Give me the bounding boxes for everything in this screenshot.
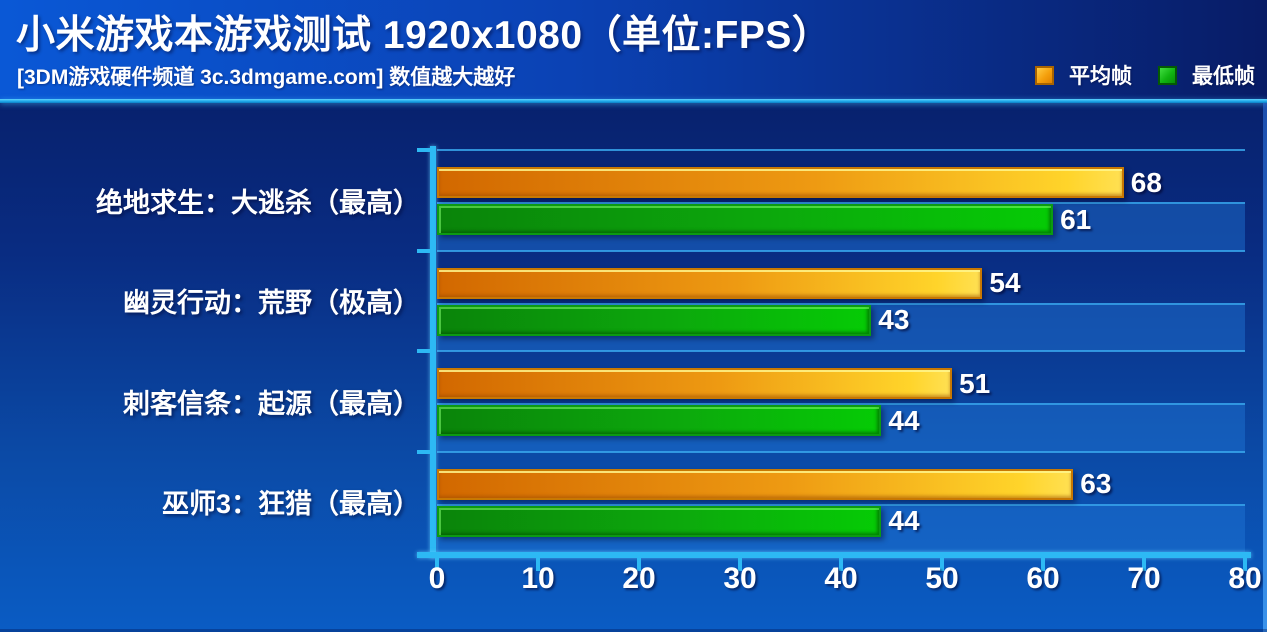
chart-title: 小米游戏本游戏测试 1920x1080（单位:FPS）	[16, 14, 832, 57]
x-axis-tick	[1142, 558, 1146, 571]
header-divider	[0, 99, 1267, 103]
chart-header: 小米游戏本游戏测试 1920x1080（单位:FPS） [3DM游戏硬件频道 3…	[0, 0, 1267, 99]
legend-swatch-minimum-fps-icon	[1158, 65, 1177, 85]
gridline-category-top	[437, 249, 1245, 252]
bar-average-fps: 68	[437, 167, 1162, 198]
bar-minimum-fps: 44	[437, 505, 920, 537]
bar-value-label: 63	[1080, 468, 1112, 499]
x-axis-tick-label: 0	[428, 562, 446, 595]
legend-swatch-average-fps-icon	[1035, 65, 1054, 85]
gridline-category-mid	[437, 503, 1245, 506]
x-axis-tick-label: 60	[1026, 562, 1060, 595]
category-row: 幽灵行动：荒野（极高）	[0, 251, 420, 352]
x-axis-tick-label: 30	[723, 562, 757, 595]
x-axis-tick	[1243, 558, 1247, 571]
y-axis-tick	[417, 449, 430, 454]
x-axis-tick	[940, 558, 944, 571]
bar-group: 51 44	[437, 350, 1245, 452]
y-axis-line	[430, 146, 436, 558]
bar-value-label: 43	[878, 304, 910, 335]
bar-average-fps: 51	[437, 368, 990, 399]
x-axis-tick-label: 80	[1228, 562, 1262, 595]
gridline-category-mid	[437, 202, 1245, 204]
right-edge-highlight	[1263, 103, 1267, 632]
category-labels: 绝地求生：大逃杀（最高） 幽灵行动：荒野（极高） 刺客信条：起源（最高） 巫师3：狂猎…	[0, 150, 420, 552]
category-row: 巫师3：狂猎（最高）	[0, 452, 420, 553]
legend-label-minimum-fps: 最低帧	[1192, 65, 1255, 88]
gridline-category-mid	[437, 403, 1245, 405]
bar-group: 54 43	[437, 249, 1245, 351]
bottom-edge-shade	[0, 629, 1267, 632]
category-row: 刺客信条：起源（最高）	[0, 351, 420, 452]
x-axis-tick	[435, 558, 439, 571]
category-row: 绝地求生：大逃杀（最高）	[0, 150, 420, 251]
chart-subtitle: [3DM游戏硬件频道 3c.3dmgame.com] 数值越大越好	[17, 66, 516, 89]
category-label: 幽灵行动：荒野（极高）	[123, 288, 420, 319]
category-label: 巫师3：狂猎（最高）	[161, 489, 420, 520]
gridline-category-top	[437, 149, 1245, 151]
bar-group: 63 44	[437, 450, 1245, 552]
x-axis-tick-label: 20	[622, 562, 656, 595]
x-axis-ticks	[435, 558, 1247, 571]
bar-average-fps: 63	[437, 468, 1111, 500]
x-axis-tick-labels: 0 10 20 30 40 50 60 70 80	[429, 562, 1262, 598]
x-axis-tick	[536, 558, 540, 571]
x-axis-tick-label: 50	[925, 562, 959, 595]
bar-value-label: 44	[888, 505, 920, 536]
bar-average-fps: 54	[437, 267, 1021, 299]
bar-minimum-fps: 61	[437, 204, 1091, 235]
x-axis-tick	[637, 558, 641, 571]
legend-item-average-fps: 平均帧	[1035, 60, 1132, 90]
x-axis-tick	[839, 558, 843, 571]
bar-value-label: 44	[888, 404, 920, 436]
x-axis-tick	[1041, 558, 1045, 571]
bar-value-label: 68	[1130, 166, 1162, 198]
x-axis-tick-label: 10	[521, 562, 555, 595]
bar-group: 68 61	[437, 149, 1245, 251]
x-axis-line	[417, 552, 1251, 558]
bar-value-label: 61	[1060, 203, 1092, 235]
y-axis-ticks	[417, 148, 430, 552]
x-axis-tick-label: 70	[1127, 562, 1161, 595]
legend-item-minimum-fps: 最低帧	[1158, 60, 1255, 90]
y-axis-tick	[417, 248, 430, 253]
legend: 平均帧 最低帧	[1035, 60, 1255, 90]
category-label: 绝地求生：大逃杀（最高）	[96, 187, 420, 218]
gridline-category-top	[437, 350, 1245, 352]
bar-value-label: 54	[989, 267, 1021, 298]
category-label: 刺客信条：起源（最高）	[123, 388, 420, 419]
y-axis-tick	[417, 148, 430, 152]
gridline-category-mid	[437, 302, 1245, 305]
plot-area: 68 61 54 43 51 44 63 44	[437, 149, 1245, 552]
legend-label-average-fps: 平均帧	[1069, 65, 1132, 88]
gridline-category-top	[437, 450, 1245, 453]
bar-minimum-fps: 44	[437, 405, 920, 436]
x-axis-tick	[738, 558, 742, 571]
x-axis-tick-label: 40	[824, 562, 858, 595]
bar-minimum-fps: 43	[437, 304, 909, 336]
bar-value-label: 51	[959, 367, 991, 399]
y-axis-tick	[417, 349, 430, 353]
